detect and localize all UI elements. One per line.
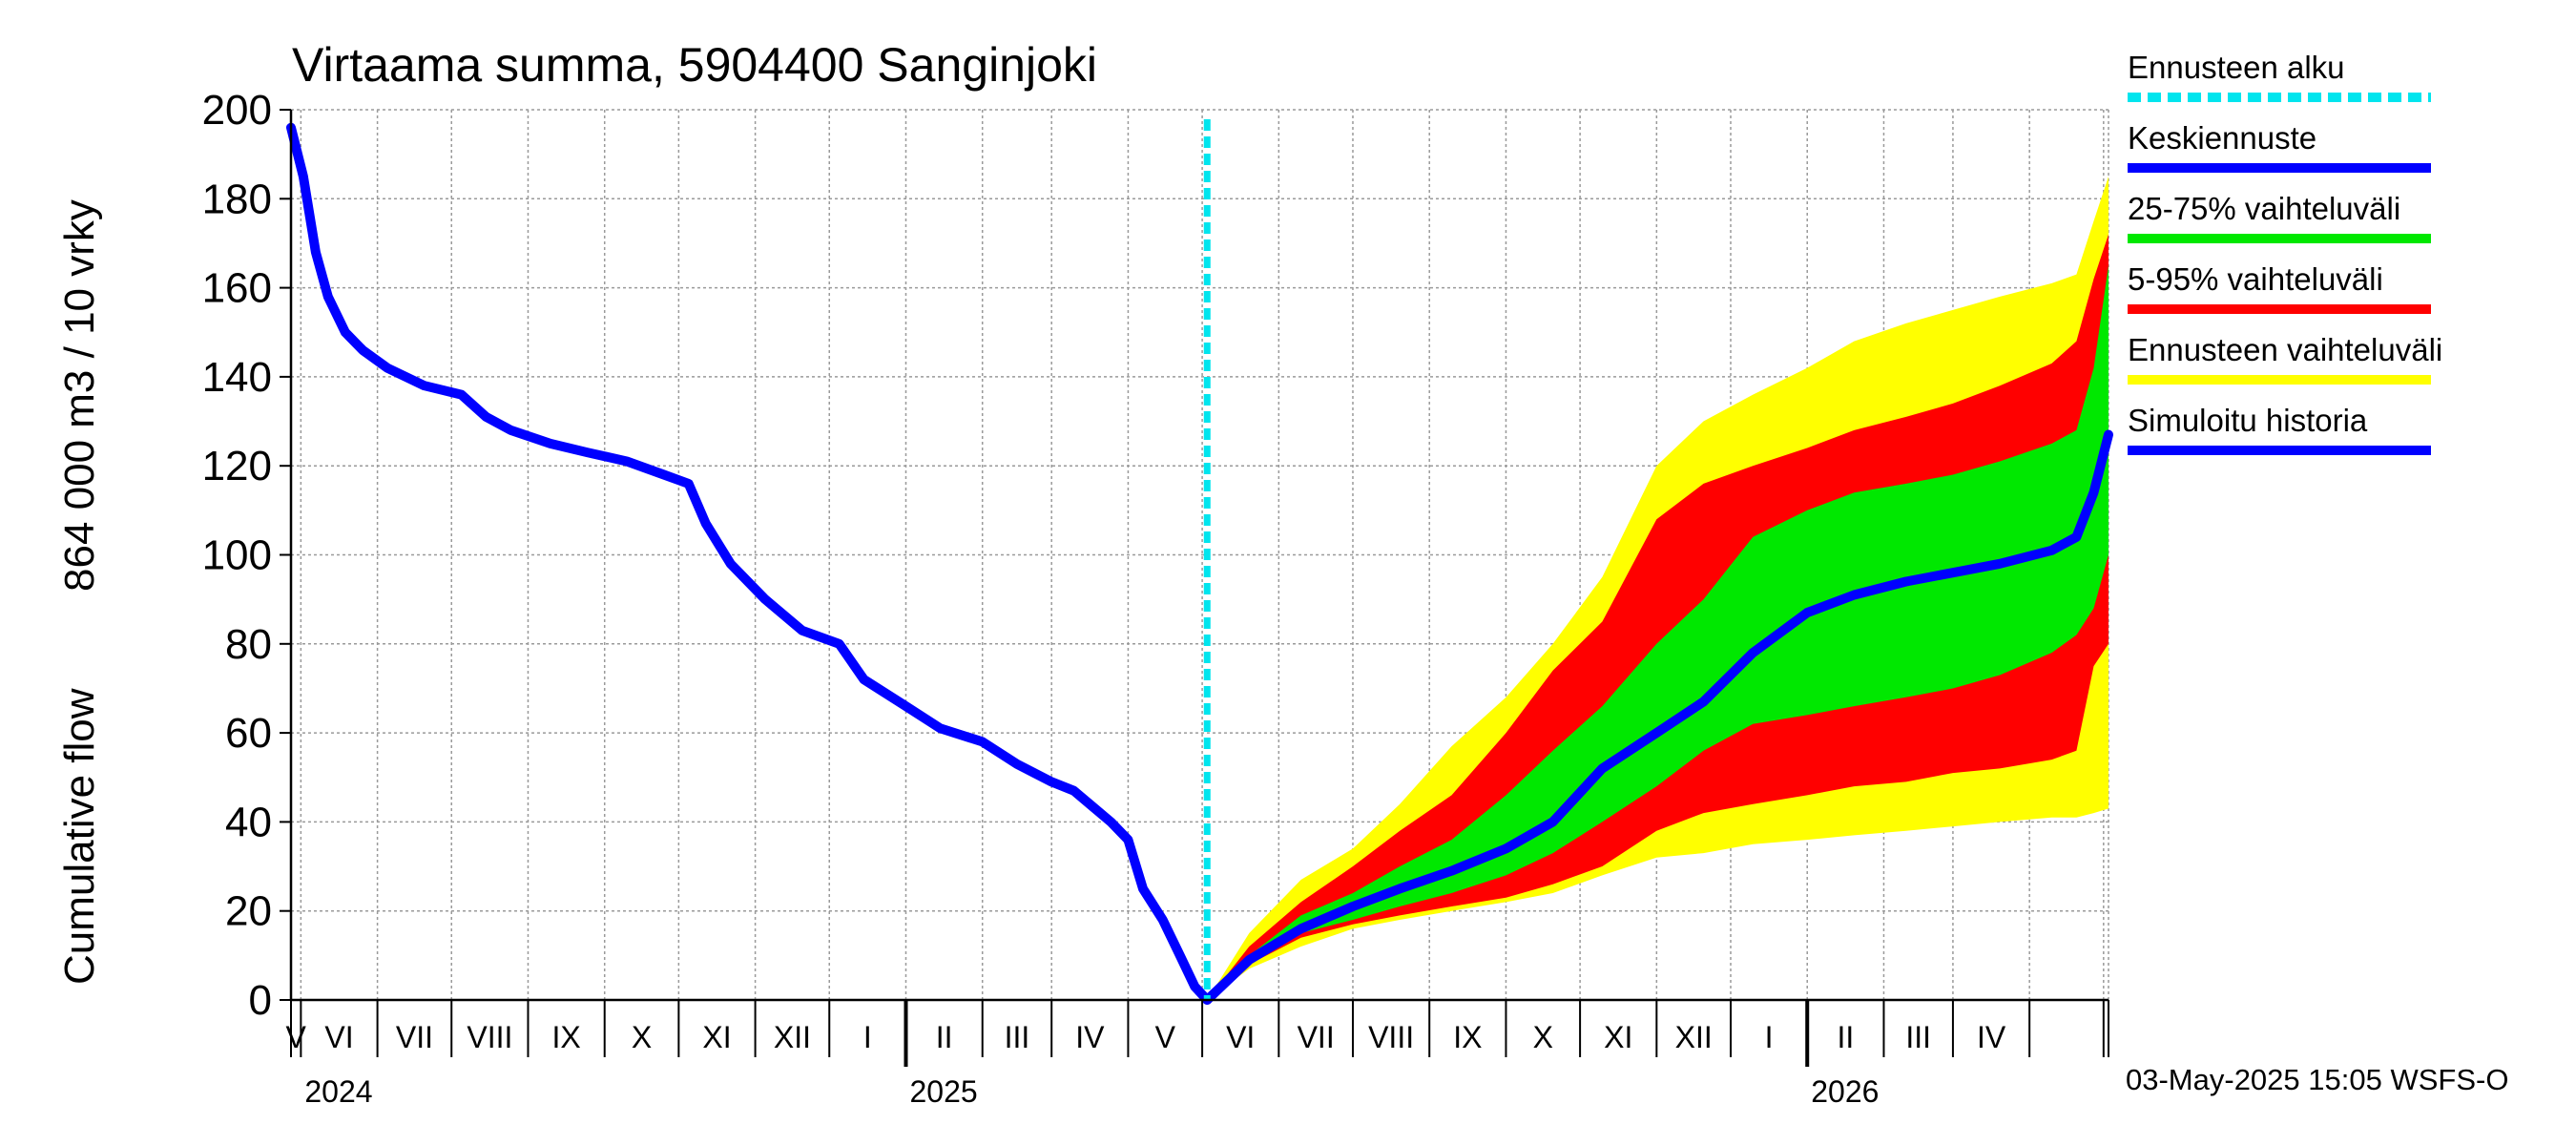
y-tick-label: 140 [202,354,272,401]
legend-label: Ennusteen vaihteluväli [2128,332,2442,367]
y-tick-label: 200 [202,87,272,134]
month-label: I [1765,1020,1774,1054]
year-label: 2024 [304,1074,372,1109]
forecast-bands [1207,177,2109,1001]
y-tick-labels: 0 20 40 60 80 100 120 140 160 180 200 [202,87,272,1024]
y-tick-label: 80 [225,621,272,668]
series-line-keskiennuste [1202,429,2113,1005]
month-label: I [863,1020,872,1054]
month-label: VI [1226,1020,1255,1054]
month-label: IX [1453,1020,1482,1054]
month-label: III [1005,1020,1030,1054]
y-axis-label-left: Cumulative flow [56,688,103,985]
month-label: III [1905,1020,1931,1054]
month-label: VIII [1368,1020,1414,1054]
band-5-95-vaihteluv-li [1207,234,2109,1001]
month-label: X [1533,1020,1553,1054]
series-lines [286,119,2113,1005]
y-tick-label: 40 [225,799,272,845]
year-label: 2025 [909,1074,977,1109]
month-label: XI [1604,1020,1632,1054]
legend-label: Keskiennuste [2128,120,2316,156]
year-label: 2026 [1811,1074,1879,1109]
month-label: II [936,1020,953,1054]
month-label: VII [396,1020,433,1054]
month-label: VIII [467,1020,512,1054]
month-label: V [286,1020,307,1054]
month-label: XI [702,1020,731,1054]
month-label: VI [324,1020,353,1054]
timestamp: 03-May-2025 15:05 WSFS-O [2126,1063,2508,1096]
month-label: V [1155,1020,1176,1054]
legend-label: Simuloitu historia [2128,403,2368,438]
month-label: IX [551,1020,580,1054]
axes [280,109,2109,1067]
month-label: VII [1298,1020,1335,1054]
legend: Ennusteen alku Keskiennuste 25-75% vaihtel… [2128,50,2442,455]
y-tick-label: 20 [225,888,272,935]
month-label: X [632,1020,652,1054]
legend-label: Ennusteen alku [2128,50,2345,85]
y-tick-label: 60 [225,710,272,757]
month-label: XII [1675,1020,1713,1054]
y-tick-label: 100 [202,532,272,579]
month-label: IV [1977,1020,2006,1054]
month-label: IV [1075,1020,1105,1054]
year-labels: 2024 2025 2026 [304,1074,1879,1109]
chart-title: Virtaama summa, 5904400 Sanginjoki [292,38,1097,92]
legend-label: 25-75% vaihteluväli [2128,191,2400,226]
y-axis-label-right: 864 000 m3 / 10 vrky [56,199,103,592]
y-tick-label: 180 [202,176,272,222]
y-tick-label: 160 [202,265,272,312]
y-tick-label: 120 [202,443,272,489]
series-line-simuloitu-historia [286,122,1213,1005]
month-label: XII [774,1020,811,1054]
month-labels: V VI VII VIII IX X XI XII I II III IV V VI VII VIII IX X X… [286,1020,2006,1054]
legend-label: 5-95% vaihteluväli [2128,261,2383,297]
month-label: II [1837,1020,1854,1054]
y-tick-label: 0 [249,977,272,1024]
